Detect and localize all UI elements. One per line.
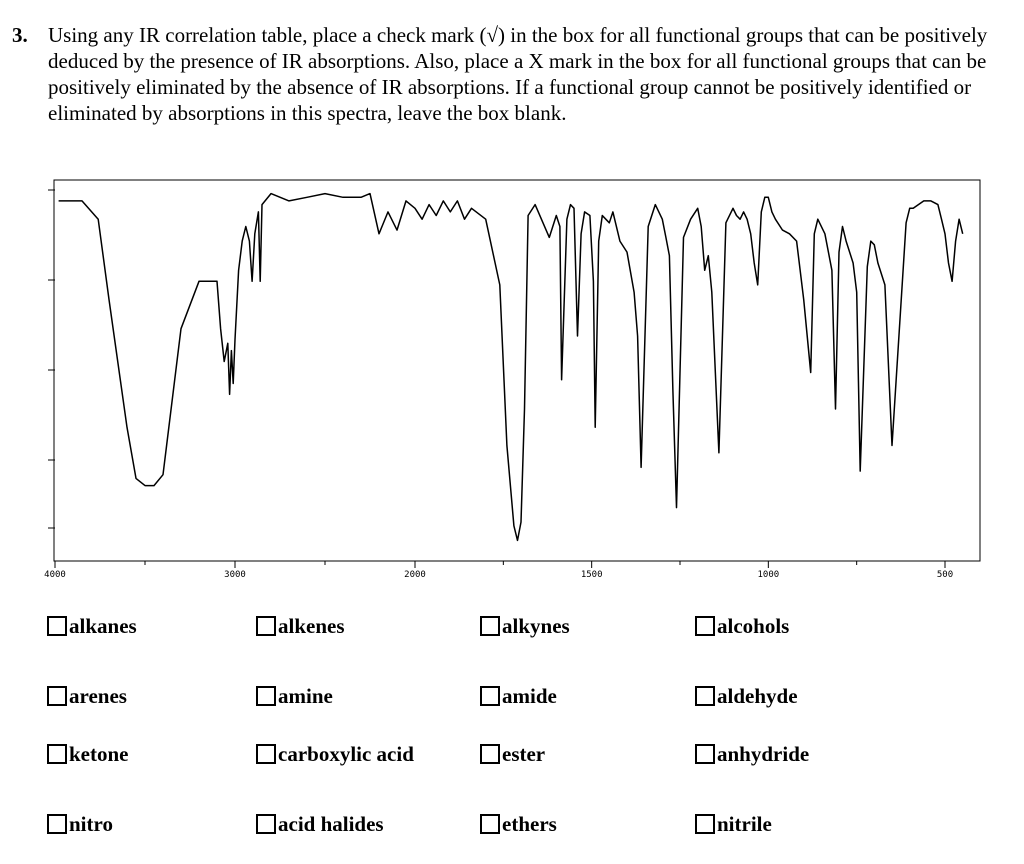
option-ketone[interactable]: ketone [47,742,129,766]
checkbox-alkanes[interactable] [47,616,67,636]
option-label: amine [278,684,333,708]
x-tick-label: 1500 [581,570,603,580]
spectrum-series [58,192,964,542]
x-axis-ticks [54,561,946,568]
x-tick-label: 4000 [44,570,66,580]
checkbox-aldehyde[interactable] [695,686,715,706]
option-arenes[interactable]: arenes [47,684,127,708]
x-tick-label: 2000 [404,570,426,580]
option-label: nitro [69,812,113,836]
option-amide[interactable]: amide [480,684,557,708]
option-amine[interactable]: amine [256,684,333,708]
checkbox-amide[interactable] [480,686,500,706]
option-nitrile[interactable]: nitrile [695,812,772,836]
option-aldehyde[interactable]: aldehyde [695,684,798,708]
option-label: alkanes [69,614,137,638]
checkbox-nitrile[interactable] [695,814,715,834]
checkbox-alkenes[interactable] [256,616,276,636]
option-alkynes[interactable]: alkynes [480,614,570,638]
checkbox-carboxylic-acid[interactable] [256,744,276,764]
option-label: nitrile [717,812,772,836]
option-label: ethers [502,812,557,836]
checkbox-anhydride[interactable] [695,744,715,764]
plot-frame [53,179,981,562]
y-axis-ticks [48,189,55,529]
option-alkenes[interactable]: alkenes [256,614,345,638]
option-nitro[interactable]: nitro [47,812,113,836]
question-text: Using any IR correlation table, place a … [48,23,988,125]
option-alcohols[interactable]: alcohols [695,614,789,638]
question-number: 3. [12,23,28,47]
checkbox-ethers[interactable] [480,814,500,834]
option-anhydride[interactable]: anhydride [695,742,809,766]
option-label: acid halides [278,812,384,836]
checkbox-acid-halides[interactable] [256,814,276,834]
option-label: ester [502,742,546,766]
option-label: alkynes [502,614,570,638]
checkbox-nitro[interactable] [47,814,67,834]
option-label: amide [502,684,557,708]
option-label: arenes [69,684,127,708]
checkbox-ester[interactable] [480,744,500,764]
option-label: ketone [69,742,129,766]
checkbox-amine[interactable] [256,686,276,706]
option-ester[interactable]: ester [480,742,545,766]
option-label: aldehyde [717,684,798,708]
ir-spectrum-chart: 4000 3000 2000 1500 1000 500 [44,179,981,580]
option-alkanes[interactable]: alkanes [47,614,137,638]
option-label: anhydride [717,742,810,766]
option-label: alcohols [717,614,790,638]
x-tick-label: 500 [937,570,953,580]
x-axis-labels: 4000 3000 2000 1500 1000 500 [44,570,953,580]
option-label: carboxylic acid [278,742,414,766]
option-acid-halides[interactable]: acid halides [256,812,384,836]
checkbox-alcohols[interactable] [695,616,715,636]
checkbox-alkynes[interactable] [480,616,500,636]
option-label: alkenes [278,614,345,638]
option-ethers[interactable]: ethers [480,812,557,836]
question: 3. Using any IR correlation table, place… [12,22,1002,126]
option-carboxylic-acid[interactable]: carboxylic acid [256,742,414,766]
checkbox-ketone[interactable] [47,744,67,764]
checkbox-arenes[interactable] [47,686,67,706]
x-tick-label: 1000 [757,570,779,580]
x-tick-label: 3000 [224,570,246,580]
spectrum-line [58,192,964,542]
